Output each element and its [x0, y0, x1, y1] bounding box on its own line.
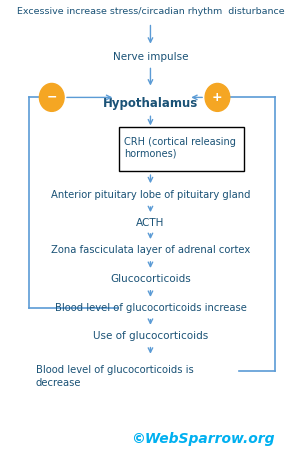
Text: Excessive increase stress/circadian rhythm  disturbance: Excessive increase stress/circadian rhyt… [17, 6, 284, 16]
Text: decrease: decrease [36, 378, 81, 388]
Text: CRH (cortical releasing
hormones): CRH (cortical releasing hormones) [124, 137, 236, 159]
FancyBboxPatch shape [119, 127, 244, 171]
Text: +: + [212, 91, 223, 104]
Text: Nerve impulse: Nerve impulse [113, 52, 188, 61]
Text: Anterior pituitary lobe of pituitary gland: Anterior pituitary lobe of pituitary gla… [51, 190, 250, 200]
Text: Glucocorticoids: Glucocorticoids [110, 274, 191, 284]
Text: Zona fasciculata layer of adrenal cortex: Zona fasciculata layer of adrenal cortex [51, 245, 250, 255]
Text: Hypothalamus: Hypothalamus [103, 97, 198, 110]
Circle shape [205, 83, 230, 112]
Text: ©WebSparrow.org: ©WebSparrow.org [132, 432, 275, 446]
Text: Blood level of glucocorticoids is: Blood level of glucocorticoids is [36, 365, 194, 375]
Text: −: − [46, 91, 57, 104]
Text: Blood level of glucocorticoids increase: Blood level of glucocorticoids increase [54, 303, 247, 313]
Text: Use of glucocorticoids: Use of glucocorticoids [93, 331, 208, 341]
Text: ACTH: ACTH [136, 218, 165, 228]
Circle shape [39, 83, 64, 112]
